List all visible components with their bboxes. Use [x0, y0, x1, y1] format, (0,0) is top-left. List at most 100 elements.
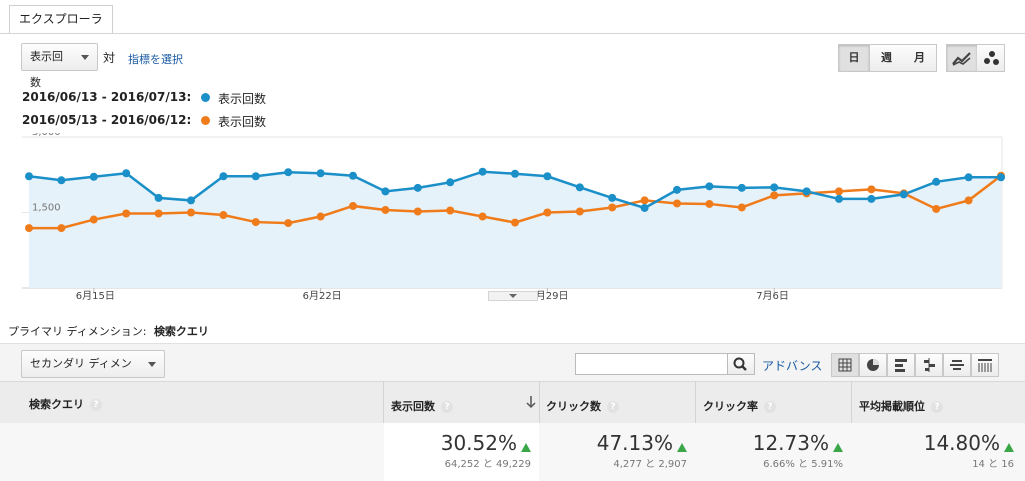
column-header-query[interactable]: 検索クエリ?: [29, 396, 102, 412]
series-previous-point: [316, 212, 325, 221]
pie-chart-icon: [867, 359, 879, 371]
search-icon: [733, 357, 747, 371]
series-current-point: [932, 177, 941, 186]
pivot-icon: [978, 359, 992, 372]
help-icon[interactable]: ?: [90, 399, 102, 411]
series-current-point: [673, 185, 681, 194]
summary-ctr-detail: 6.66% と 5.91%: [763, 459, 843, 470]
series-previous-point: [964, 196, 973, 205]
help-icon[interactable]: ?: [441, 401, 453, 413]
series-current-point: [57, 176, 66, 185]
series-current-point: [511, 169, 519, 178]
help-icon[interactable]: ?: [607, 401, 619, 413]
series-previous-point: [543, 208, 552, 217]
series-previous-point: [511, 218, 519, 227]
view-comparison-button[interactable]: [915, 353, 943, 377]
metric-select[interactable]: 表示回数: [21, 43, 98, 89]
primary-dimension-value[interactable]: 検索クエリ: [153, 325, 209, 338]
summary-ctr: 12.73% 6.66% と 5.91%: [696, 431, 843, 470]
comparison-icon: [924, 358, 935, 372]
y-tick-label: 3,000: [32, 133, 61, 138]
line-chart-button[interactable]: [946, 44, 978, 72]
series-previous-point: [349, 201, 357, 210]
series-previous-point: [932, 204, 941, 213]
column-header-impressions[interactable]: 表示回数?: [391, 398, 453, 414]
series-current-point: [608, 193, 617, 202]
y-tick-label: 1,500: [32, 203, 61, 214]
search-input[interactable]: [575, 353, 728, 375]
series-current-point: [575, 183, 584, 192]
series-previous-point: [737, 203, 746, 212]
x-tick-label: 6月22日: [303, 290, 342, 301]
series-current-point: [219, 172, 228, 181]
line-chart-icon: [952, 52, 971, 66]
view-termcloud-button[interactable]: [943, 353, 971, 377]
series-current-point: [705, 182, 714, 191]
series-previous-point: [608, 203, 617, 212]
series-previous-point: [446, 206, 455, 215]
column-header-position[interactable]: 平均掲載順位?: [859, 398, 943, 414]
period-week-button[interactable]: 週: [870, 44, 904, 72]
view-table-button[interactable]: [831, 353, 859, 377]
help-icon[interactable]: ?: [931, 401, 943, 413]
period-month-button[interactable]: 月: [903, 44, 937, 72]
advanced-link[interactable]: アドバンス: [762, 359, 823, 373]
series-current-point: [122, 169, 131, 178]
chevron-down-icon: [81, 55, 89, 60]
tab-explorer[interactable]: エクスプローラ: [9, 5, 113, 33]
chevron-down-icon: [509, 294, 517, 298]
series-previous-point: [770, 191, 779, 200]
series-current-point: [349, 171, 357, 180]
motion-chart-button[interactable]: [977, 44, 1005, 72]
bubble-chart-icon: [983, 51, 999, 65]
series-current-point: [543, 172, 552, 181]
series-current-point: [251, 172, 260, 181]
series-previous-point: [673, 199, 681, 208]
bar-chart-icon: [895, 359, 907, 372]
legend-dot-current: [201, 92, 210, 105]
help-icon[interactable]: ?: [764, 401, 776, 413]
column-header-clicks[interactable]: クリック数?: [546, 398, 619, 414]
view-performance-button[interactable]: [887, 353, 915, 377]
series-previous-point: [705, 199, 714, 208]
summary-position-detail: 14 と 16: [972, 459, 1014, 470]
series-current-point: [478, 167, 487, 176]
x-tick-label: 7月6日: [756, 290, 789, 301]
series-previous-point: [867, 185, 876, 194]
summary-cell-impressions-bg: [384, 423, 539, 481]
legend-range-previous: 2016/05/13 - 2016/06/12:: [22, 113, 192, 127]
series-previous-point: [154, 209, 163, 218]
series-current-point: [640, 203, 649, 212]
table-header: [0, 381, 1025, 424]
summary-ctr-value: 12.73%: [752, 431, 829, 455]
line-chart: 3,000 1,500 6月15日 6月22日 6月29日 7月6日: [22, 133, 1005, 301]
search-button[interactable]: [728, 353, 755, 375]
series-previous-point: [122, 209, 131, 218]
summary-impressions-value: 30.52%: [440, 431, 517, 455]
arrow-up-icon: [833, 442, 843, 452]
table-view-icon: [838, 358, 852, 372]
view-pie-button[interactable]: [859, 353, 887, 377]
term-cloud-icon: [950, 360, 964, 370]
view-pivot-button[interactable]: [971, 353, 999, 377]
column-header-ctr[interactable]: クリック率?: [703, 398, 776, 414]
series-previous-point: [284, 219, 293, 228]
legend-dot-previous: [201, 115, 210, 128]
legend-metric-current: 表示回数: [218, 92, 267, 106]
series-current-point: [89, 172, 98, 181]
period-day-button[interactable]: 日: [838, 44, 870, 72]
summary-clicks: 47.13% 4,277 と 2,907: [540, 431, 687, 470]
series-previous-point: [640, 196, 649, 205]
chart-collapse-toggle[interactable]: [488, 291, 538, 301]
series-current-point: [867, 194, 876, 203]
primary-dimension-label: プライマリ ディメンション:: [8, 325, 147, 338]
series-previous-point: [251, 218, 260, 227]
choose-metric-link[interactable]: 指標を選択: [128, 53, 183, 66]
tab-bar: エクスプローラ: [0, 0, 1025, 34]
summary-impressions: 30.52% 64,252 と 49,229: [384, 431, 531, 470]
arrow-up-icon: [1004, 442, 1014, 452]
sort-descending-icon[interactable]: [525, 395, 537, 409]
series-previous-point: [25, 224, 33, 233]
summary-impressions-detail: 64,252 と 49,229: [444, 459, 531, 470]
secondary-dimension-select[interactable]: セカンダリ ディメンション: [21, 350, 165, 396]
